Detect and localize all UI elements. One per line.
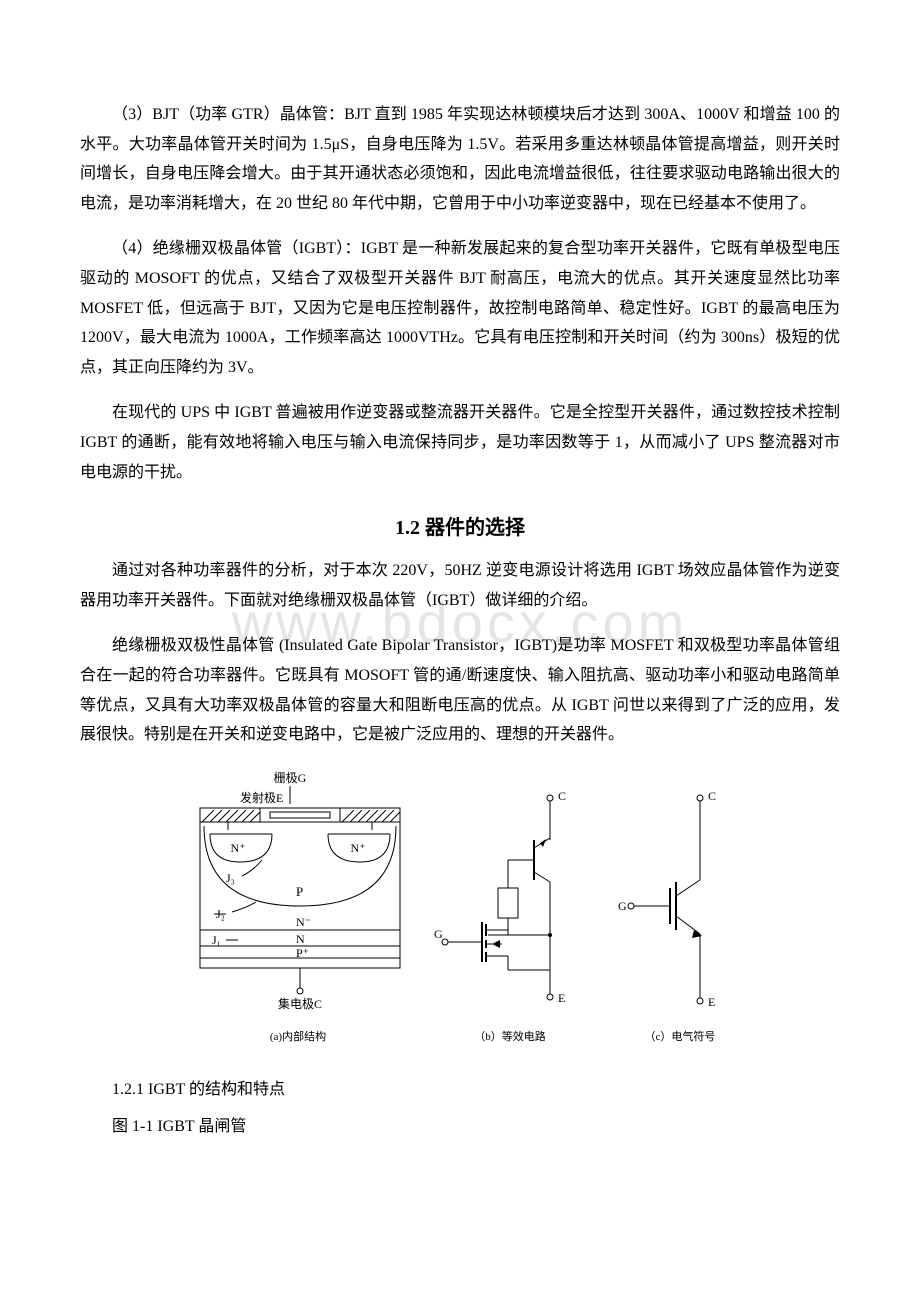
caption-c: （c）电气符号 xyxy=(645,1029,716,1043)
figure-igbt: 栅极G 发射极E N⁺ N⁺ xyxy=(80,770,840,1055)
label-b-e: E xyxy=(558,991,565,1005)
paragraph-bjt: （3）BJT（功率 GTR）晶体管：BJT 直到 1985 年实现达林顿模块后才… xyxy=(80,100,840,218)
label-nplus-r: N⁺ xyxy=(351,841,366,855)
label-collector: 集电极C xyxy=(278,996,322,1011)
label-p: P xyxy=(296,884,303,899)
subfig-c: C G E （c）电气符号 xyxy=(618,789,716,1043)
subfig-a: 栅极G 发射极E N⁺ N⁺ xyxy=(200,770,400,1043)
paragraph-igbt: （4）绝缘栅双极晶体管（IGBT）：IGBT 是一种新发展起来的复合型功率开关器… xyxy=(80,234,840,382)
subfig-b: C xyxy=(434,789,566,1043)
heading-1-2-1: 1.2.1 IGBT 的结构和特点 xyxy=(80,1075,840,1105)
label-nplus-l: N⁺ xyxy=(231,841,246,855)
label-emitter: 发射极E xyxy=(240,790,283,805)
paragraph-insulated: 绝缘栅极双极性晶体管 (Insulated Gate Bipolar Trans… xyxy=(80,631,840,749)
label-j3: J₃ xyxy=(226,871,235,885)
label-nminus: N⁻ xyxy=(296,915,311,929)
paragraph-ups: 在现代的 UPS 中 IGBT 普遍被用作逆变器或整流器开关器件。它是全控型开关… xyxy=(80,398,840,487)
label-c-g: G xyxy=(618,899,627,913)
figure-caption: 图 1-1 IGBT 晶闸管 xyxy=(80,1112,840,1142)
label-j1: J₁ xyxy=(212,933,221,947)
caption-a: (a)内部结构 xyxy=(270,1029,326,1043)
heading-1-2: 1.2 器件的选择 xyxy=(80,511,840,540)
label-n: N xyxy=(296,932,305,946)
paragraph-selection: 通过对各种功率器件的分析，对于本次 220V，50HZ 逆变电源设计将选用 IG… xyxy=(80,556,840,615)
label-c-e: E xyxy=(708,995,715,1009)
label-c-c: C xyxy=(708,789,716,803)
label-b-c: C xyxy=(558,789,566,803)
igbt-diagram: 栅极G 发射极E N⁺ N⁺ xyxy=(180,770,740,1050)
label-b-g: G xyxy=(434,927,443,941)
caption-b: （b）等效电路 xyxy=(474,1029,546,1043)
label-gate: 栅极G xyxy=(274,770,307,785)
label-pplus: P⁺ xyxy=(296,946,309,960)
